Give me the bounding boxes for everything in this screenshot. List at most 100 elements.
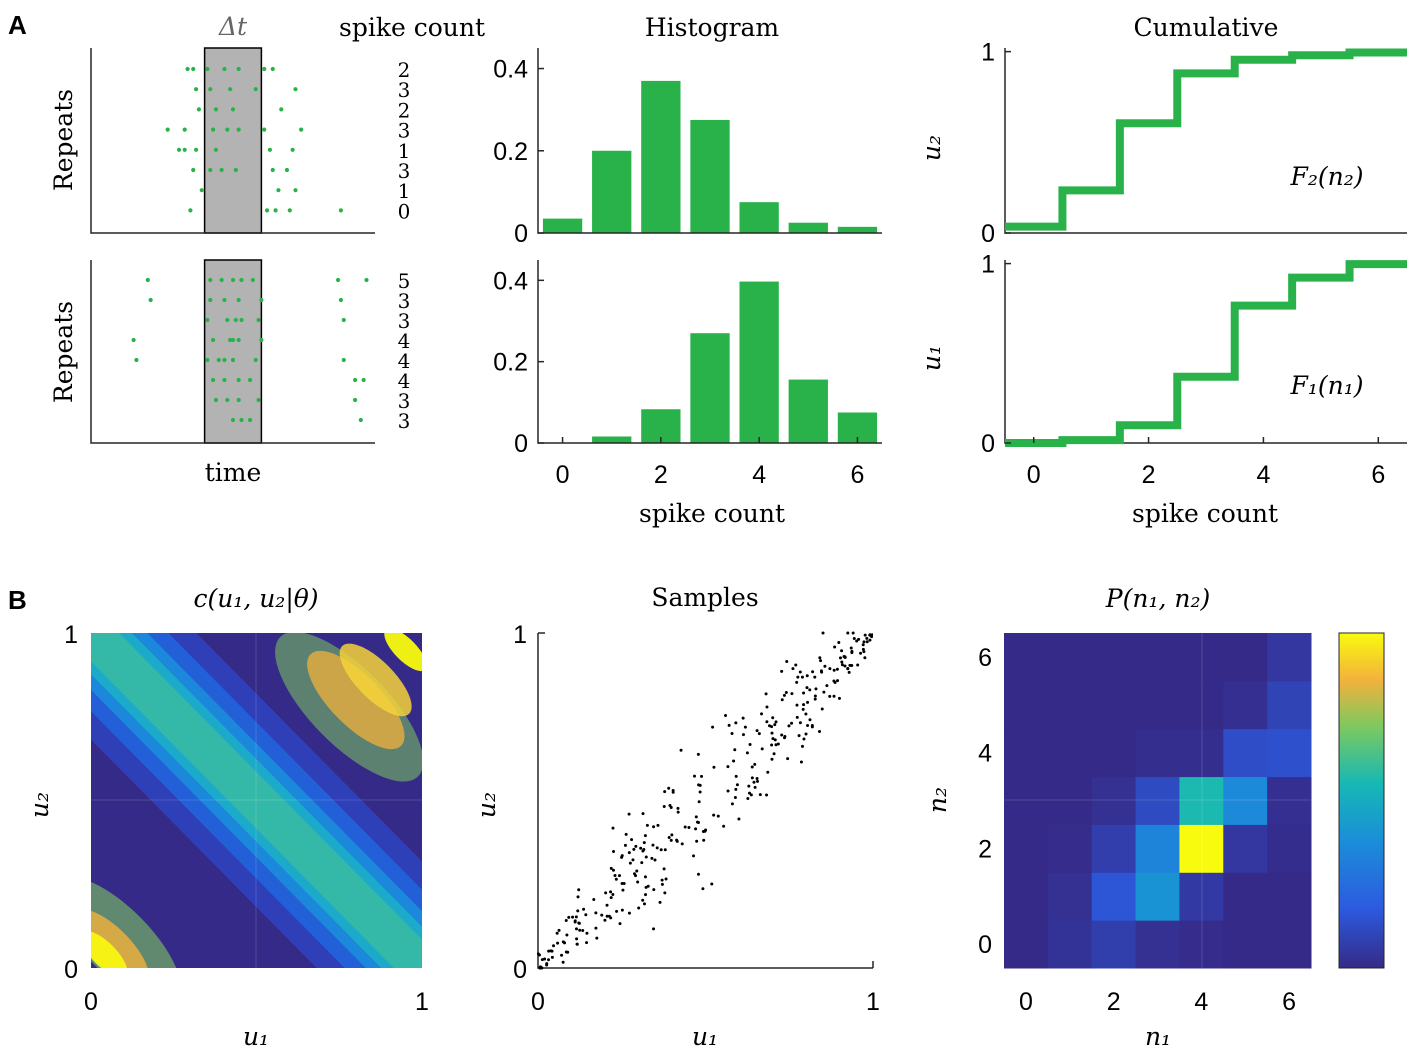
sample-point [680, 842, 684, 846]
raster-bottom-spike [338, 297, 344, 303]
raster-top-spike [191, 167, 196, 173]
sample-point [565, 933, 569, 937]
raster-top-spike [230, 107, 236, 112]
sample-point [772, 752, 776, 756]
pmf-cell [1091, 728, 1137, 778]
raster-bottom-spike [259, 297, 264, 303]
sample-point [604, 891, 608, 895]
hist-bottom-ytick: 0.2 [493, 349, 528, 377]
sample-point [632, 847, 636, 851]
sample-point [783, 736, 787, 740]
hist-bottom-bar [690, 333, 730, 443]
pmf-cell [1004, 680, 1049, 730]
sample-point [577, 888, 581, 892]
raster-top-spike [191, 66, 196, 72]
sample-point [694, 815, 698, 819]
sample-point [802, 737, 806, 741]
sample-point [795, 715, 799, 719]
samples-xtick-0: 0 [531, 988, 545, 1016]
pmf-cell [1047, 872, 1093, 921]
sample-point [732, 759, 736, 763]
sample-point [675, 839, 679, 843]
sample-point [806, 700, 810, 704]
sample-point [771, 716, 775, 720]
raster-bottom-spike [247, 417, 253, 423]
sample-point [697, 800, 701, 804]
sample-point [765, 720, 769, 724]
sample-point [555, 931, 559, 935]
raster-top-spike [284, 167, 290, 173]
pmf-cell [1091, 776, 1137, 825]
raster-bottom-spike [236, 297, 241, 303]
sample-point [603, 918, 607, 922]
sample-point [799, 760, 803, 764]
raster-bottom-count: 3 [398, 409, 411, 433]
sample-point [750, 776, 754, 780]
sample-point [734, 721, 738, 725]
sample-point [847, 670, 851, 674]
sample-point [634, 844, 638, 848]
pmf-cell [1223, 776, 1268, 825]
hist-top-bar [837, 226, 878, 233]
pmf-cell [1223, 824, 1268, 873]
cdf-bottom-ytick: 1 [981, 251, 995, 279]
sample-point [727, 723, 731, 727]
sample-point [760, 747, 764, 751]
hist-top-bar [690, 119, 730, 233]
sample-point [552, 944, 556, 948]
pmf-cell [1135, 824, 1180, 873]
sample-point [840, 663, 844, 667]
sample-point [622, 881, 626, 885]
sample-point [846, 631, 850, 635]
cdf-bottom-ytick: 0 [981, 430, 995, 458]
raster-top-spike [182, 147, 187, 152]
sample-point [801, 707, 805, 711]
raster-bottom-spike [364, 277, 369, 283]
raster-bottom-spike [213, 397, 219, 403]
sample-point [624, 832, 628, 836]
sample-point [663, 790, 667, 794]
raster-bottom-count: 3 [398, 389, 411, 413]
sample-point [668, 804, 672, 808]
sample-point [652, 888, 656, 892]
sample-point [547, 958, 551, 962]
sample-point [791, 667, 795, 671]
pmf-cell [1223, 633, 1268, 682]
hist-top-bar [739, 202, 779, 233]
raster-top-spike [299, 127, 304, 132]
sample-point [825, 684, 829, 688]
raster-top-spikes [165, 66, 344, 213]
sample-point [595, 936, 599, 940]
pmf-xtick: 2 [1107, 988, 1121, 1016]
cdf-bottom-xtick: 2 [1142, 461, 1156, 489]
sample-point [811, 670, 815, 674]
raster-bottom-spike [205, 357, 210, 363]
raster-top-count: 3 [398, 119, 411, 143]
sample-point [796, 675, 800, 679]
raster-top-spike [279, 107, 284, 112]
sample-point [804, 712, 808, 716]
raster-bottom-count: 3 [398, 309, 411, 333]
cdf-top-ytick: 1 [981, 39, 995, 67]
sample-point [561, 960, 565, 964]
sample-point [795, 703, 799, 707]
pmf-cell [1047, 633, 1093, 682]
pmf-ytick: 0 [978, 931, 992, 959]
cdf-bottom-annotation: F₁(n₁) [1290, 371, 1364, 400]
sample-point [814, 687, 818, 691]
raster-bottom-spike [236, 397, 241, 403]
sample-point [662, 867, 666, 871]
raster-top-spike [293, 188, 298, 193]
sample-point [837, 696, 841, 700]
sample-point [618, 922, 622, 926]
copula-density-plot: c(u₁, u₂|θ) 1 0 0 1 u₁ u₂ [25, 584, 429, 1051]
cdf-top-stairs [1005, 48, 1407, 231]
histogram-top: Histogram 0 0.2 0.4 [493, 13, 882, 248]
sample-point [863, 633, 867, 637]
sample-point [696, 820, 700, 824]
sample-point [561, 940, 565, 944]
sample-point [857, 637, 861, 641]
sample-point [843, 664, 847, 668]
raster-top-spike [213, 107, 219, 112]
pmf-cell [1267, 728, 1312, 778]
